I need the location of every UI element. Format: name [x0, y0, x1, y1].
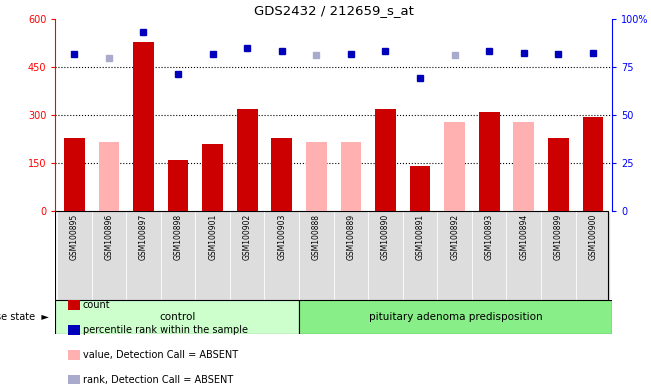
Bar [299, 300, 612, 334]
Text: value, Detection Call = ABSENT: value, Detection Call = ABSENT [83, 350, 238, 360]
Bar [514, 122, 534, 211]
Bar [575, 211, 610, 300]
Bar [230, 211, 264, 300]
Text: count: count [83, 300, 110, 310]
Bar [161, 211, 195, 300]
Bar [64, 137, 85, 211]
Bar [583, 117, 603, 211]
Text: GSM100896: GSM100896 [104, 214, 113, 260]
Bar [506, 211, 541, 300]
Text: GSM100900: GSM100900 [589, 214, 598, 260]
Text: GSM100892: GSM100892 [450, 214, 459, 260]
Bar [168, 160, 188, 211]
Text: GSM100895: GSM100895 [70, 214, 79, 260]
Text: GSM100894: GSM100894 [519, 214, 528, 260]
Bar [306, 142, 327, 211]
Title: GDS2432 / 212659_s_at: GDS2432 / 212659_s_at [254, 3, 413, 17]
Bar [202, 144, 223, 211]
Bar [333, 211, 368, 300]
Bar [55, 300, 299, 334]
Text: control: control [159, 312, 195, 322]
Bar [444, 122, 465, 211]
Bar [472, 211, 506, 300]
Text: percentile rank within the sample: percentile rank within the sample [83, 325, 247, 335]
Bar [340, 142, 361, 211]
Bar [403, 211, 437, 300]
Text: GSM100891: GSM100891 [415, 214, 424, 260]
Text: GSM100888: GSM100888 [312, 214, 321, 260]
Text: GSM100903: GSM100903 [277, 214, 286, 260]
Text: disease state  ►: disease state ► [0, 312, 49, 322]
Bar [375, 109, 396, 211]
Text: GSM100899: GSM100899 [554, 214, 563, 260]
Bar [409, 166, 430, 211]
Bar [237, 109, 258, 211]
Bar [541, 211, 575, 300]
Text: GSM100893: GSM100893 [485, 214, 493, 260]
Bar [133, 41, 154, 211]
Bar [126, 211, 161, 300]
Bar [548, 137, 569, 211]
Bar [271, 137, 292, 211]
Text: GSM100890: GSM100890 [381, 214, 390, 260]
Text: GSM100902: GSM100902 [243, 214, 252, 260]
Text: GSM100897: GSM100897 [139, 214, 148, 260]
Text: GSM100889: GSM100889 [346, 214, 355, 260]
Text: GSM100898: GSM100898 [174, 214, 182, 260]
Bar [195, 211, 230, 300]
Text: rank, Detection Call = ABSENT: rank, Detection Call = ABSENT [83, 375, 233, 384]
Text: GSM100901: GSM100901 [208, 214, 217, 260]
Bar [299, 211, 333, 300]
Bar [264, 211, 299, 300]
Bar [479, 112, 499, 211]
Bar [92, 211, 126, 300]
Text: pituitary adenoma predisposition: pituitary adenoma predisposition [368, 312, 542, 322]
Bar [368, 211, 403, 300]
Bar [57, 211, 92, 300]
Bar [98, 142, 119, 211]
Bar [437, 211, 472, 300]
